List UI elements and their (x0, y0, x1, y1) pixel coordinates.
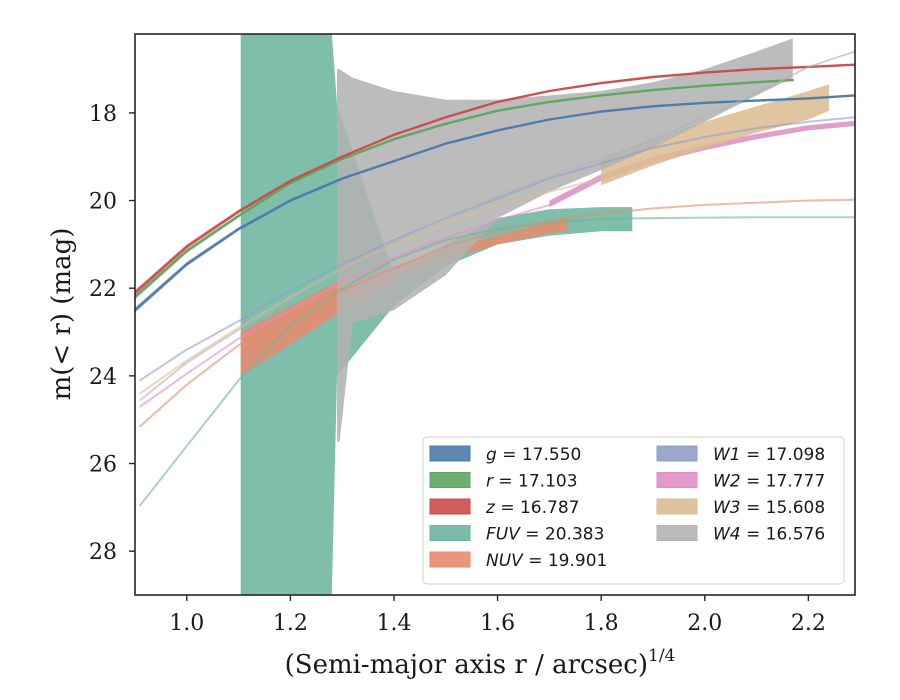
band-nuv (240, 218, 568, 376)
legend-swatch-nuv (429, 551, 471, 568)
legend-swatch-z (429, 498, 471, 515)
x-tick-label: 1.2 (273, 611, 308, 636)
curve-fuv (139, 216, 855, 507)
legend-label-r: r = 17.103 (486, 472, 578, 492)
y-tick-label: 28 (89, 540, 117, 565)
curve-w2 (139, 203, 551, 408)
x-tick-label: 1.4 (376, 611, 411, 636)
y-axis-title: m(< r) (mag) (47, 228, 77, 401)
legend-swatch-g (429, 445, 471, 462)
legend-swatch-fuv (429, 525, 471, 541)
y-tick-label: 20 (89, 190, 117, 215)
curve-z (135, 63, 855, 294)
legend: g = 17.550 r = 17.103 z = 16.787 FUV = 20.3… (422, 436, 845, 585)
curve-w1 (139, 116, 855, 382)
legend-label-w1: W1 = 17.098 (713, 445, 825, 465)
x-tick-label: 2.2 (791, 611, 826, 636)
curve-nuv (139, 198, 855, 428)
x-tick-label: 1.6 (480, 611, 515, 636)
plot-frame (134, 33, 856, 596)
legend-label-fuv: FUV = 20.383 (486, 525, 604, 545)
x-tick-label: 1.0 (169, 611, 204, 636)
x-axis: 1.0 1.2 1.4 1.6 1.8 2.0 2.2 (169, 595, 826, 636)
curve-w4 (139, 50, 855, 401)
legend-swatch-r (429, 472, 471, 488)
legend-swatch-w1 (656, 445, 698, 462)
legend-swatch-w4 (656, 525, 698, 541)
legend-swatch-w2 (656, 472, 698, 488)
curves-layer (135, 50, 855, 507)
x-axis-title: (Semi-major axis r / arcsec)1/4 (285, 646, 676, 680)
y-tick-label: 18 (89, 102, 117, 127)
legend-label-z: z = 16.787 (485, 498, 579, 518)
x-tick-label: 2.0 (687, 611, 722, 636)
y-tick-label: 24 (89, 365, 117, 390)
band-w4 (337, 38, 793, 442)
legend-label-g: g = 17.550 (486, 445, 581, 465)
y-axis: 18 20 22 24 26 28 (89, 102, 135, 565)
x-axis-title-exponent: 1/4 (648, 646, 675, 666)
legend-label-w2: W2 = 17.777 (713, 472, 825, 492)
legend-swatch-w3 (656, 498, 698, 515)
legend-label-w4: W4 = 16.576 (713, 525, 825, 545)
x-tick-label: 1.8 (584, 611, 619, 636)
legend-box (422, 436, 845, 585)
legend-label-w3: W3 = 15.608 (713, 498, 825, 518)
y-tick-label: 22 (89, 277, 117, 302)
curve-r (135, 78, 794, 299)
legend-label-nuv: NUV = 19.901 (486, 551, 607, 571)
y-tick-label: 26 (89, 453, 117, 478)
